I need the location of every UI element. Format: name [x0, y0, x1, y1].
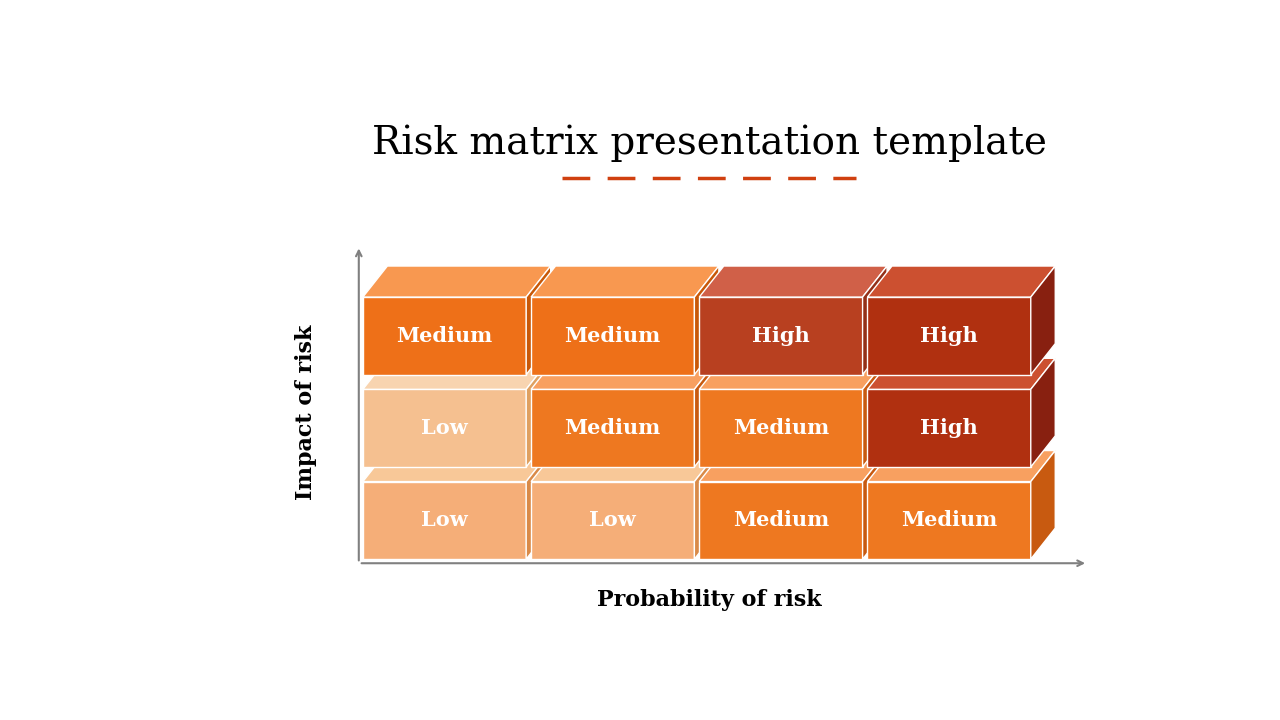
Text: Medium: Medium [564, 418, 660, 438]
Polygon shape [868, 390, 1030, 467]
Text: Medium: Medium [732, 418, 829, 438]
Polygon shape [863, 359, 887, 467]
Polygon shape [1030, 359, 1055, 467]
Text: Medium: Medium [564, 326, 660, 346]
Polygon shape [362, 451, 550, 482]
Polygon shape [526, 359, 550, 467]
Polygon shape [699, 266, 887, 297]
Polygon shape [526, 451, 550, 559]
Text: High: High [753, 326, 810, 346]
Polygon shape [362, 482, 526, 559]
Polygon shape [1030, 451, 1055, 559]
Text: Impact of risk: Impact of risk [294, 325, 316, 500]
Polygon shape [699, 297, 863, 374]
Polygon shape [699, 451, 887, 482]
Polygon shape [531, 482, 694, 559]
Polygon shape [694, 451, 719, 559]
Polygon shape [531, 451, 719, 482]
Text: Medium: Medium [901, 510, 997, 531]
Text: Low: Low [421, 418, 468, 438]
Polygon shape [863, 266, 887, 374]
Polygon shape [699, 482, 863, 559]
Polygon shape [362, 359, 550, 390]
Polygon shape [699, 359, 887, 390]
Text: Medium: Medium [732, 510, 829, 531]
Text: High: High [920, 326, 978, 346]
Polygon shape [868, 359, 1055, 390]
Polygon shape [362, 266, 550, 297]
Polygon shape [868, 451, 1055, 482]
Polygon shape [694, 359, 719, 467]
Polygon shape [868, 297, 1030, 374]
Text: Low: Low [589, 510, 636, 531]
Polygon shape [531, 266, 719, 297]
Polygon shape [694, 266, 719, 374]
Text: Medium: Medium [397, 326, 493, 346]
Polygon shape [699, 390, 863, 467]
Text: Risk matrix presentation template: Risk matrix presentation template [371, 125, 1047, 162]
Text: High: High [920, 418, 978, 438]
Polygon shape [526, 266, 550, 374]
Polygon shape [531, 297, 694, 374]
Polygon shape [1030, 266, 1055, 374]
Text: Probability of risk: Probability of risk [596, 589, 822, 611]
Polygon shape [863, 451, 887, 559]
Text: Low: Low [421, 510, 468, 531]
Polygon shape [531, 390, 694, 467]
Polygon shape [362, 390, 526, 467]
Polygon shape [868, 266, 1055, 297]
Polygon shape [531, 359, 719, 390]
Polygon shape [868, 482, 1030, 559]
Polygon shape [362, 297, 526, 374]
